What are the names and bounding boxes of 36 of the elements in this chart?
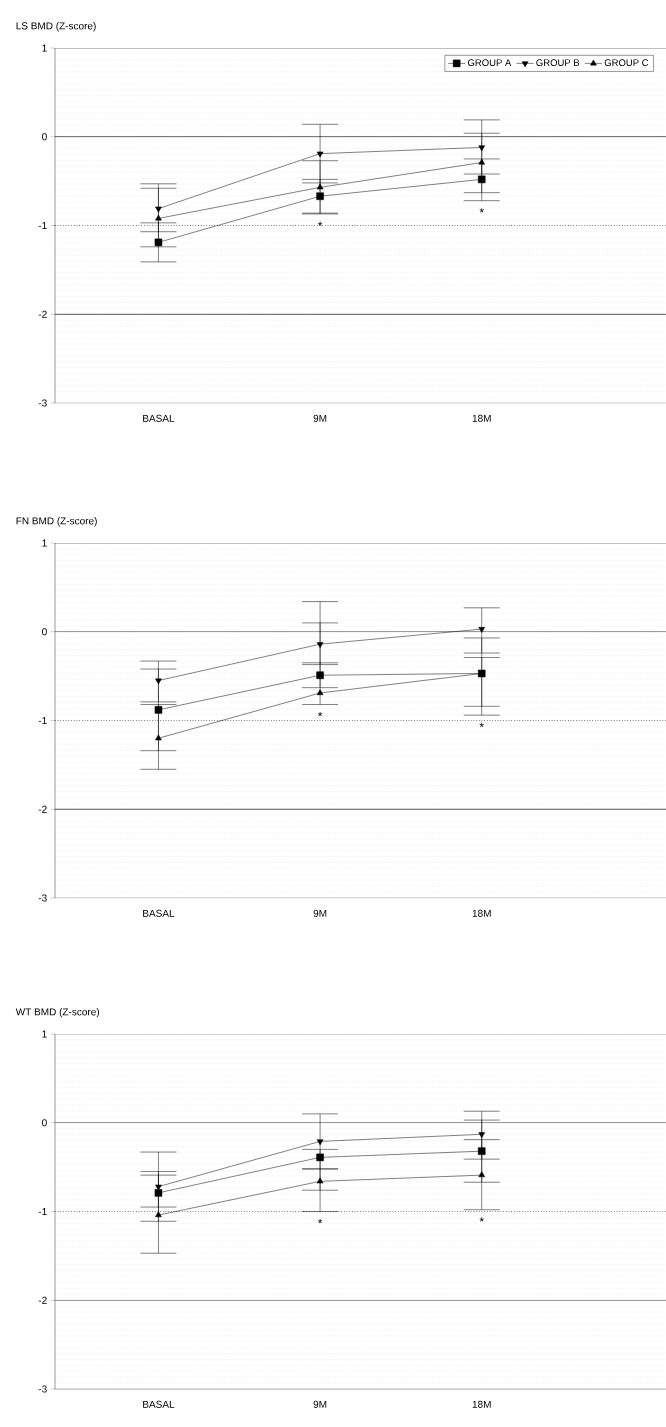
chart-title: FN BMD (Z-score) bbox=[16, 517, 97, 527]
y-tick-label: 0 bbox=[42, 628, 47, 636]
legend-label: GROUP B bbox=[536, 59, 580, 67]
x-tick-label: 18M bbox=[472, 909, 491, 917]
annotation: * bbox=[317, 221, 323, 226]
annotation: * bbox=[317, 1219, 323, 1224]
x-tick-label: 18M bbox=[472, 1400, 491, 1408]
y-tick-label: -1 bbox=[38, 1208, 47, 1215]
legend-label: GROUP C bbox=[604, 59, 649, 67]
annotation: * bbox=[479, 208, 484, 213]
x-tick-label: BASAL bbox=[143, 1400, 175, 1408]
x-tick-label: 18M bbox=[472, 414, 491, 422]
y-tick-label: 1 bbox=[42, 539, 47, 547]
x-tick-label: BASAL bbox=[143, 414, 175, 422]
y-tick-label: -1 bbox=[38, 717, 47, 724]
annotation: * bbox=[317, 712, 323, 717]
y-tick-label: -3 bbox=[38, 894, 47, 902]
y-tick-label: -2 bbox=[38, 1296, 47, 1304]
y-tick-label: 1 bbox=[42, 44, 47, 52]
chart-title: WT BMD (Z-score) bbox=[15, 1008, 100, 1018]
x-tick-label: BASAL bbox=[143, 909, 175, 917]
x-tick-label: 9M bbox=[313, 909, 327, 917]
annotation: * bbox=[479, 1217, 484, 1222]
x-tick-label: 9M bbox=[313, 1400, 327, 1408]
y-tick-label: 1 bbox=[42, 1030, 47, 1038]
y-tick-label: 0 bbox=[42, 1119, 47, 1127]
y-tick-label: -3 bbox=[38, 399, 47, 407]
y-tick-label: -1 bbox=[38, 222, 47, 229]
y-tick-label: -3 bbox=[38, 1385, 47, 1393]
y-tick-label: -2 bbox=[38, 805, 47, 813]
y-tick-label: 0 bbox=[42, 133, 47, 141]
legend-label: GROUP A bbox=[467, 59, 512, 67]
y-tick-label: -2 bbox=[38, 310, 47, 318]
annotation: * bbox=[479, 722, 484, 727]
chart-title: LS BMD (Z-score) bbox=[16, 22, 96, 32]
x-tick-label: 9M bbox=[313, 414, 327, 422]
